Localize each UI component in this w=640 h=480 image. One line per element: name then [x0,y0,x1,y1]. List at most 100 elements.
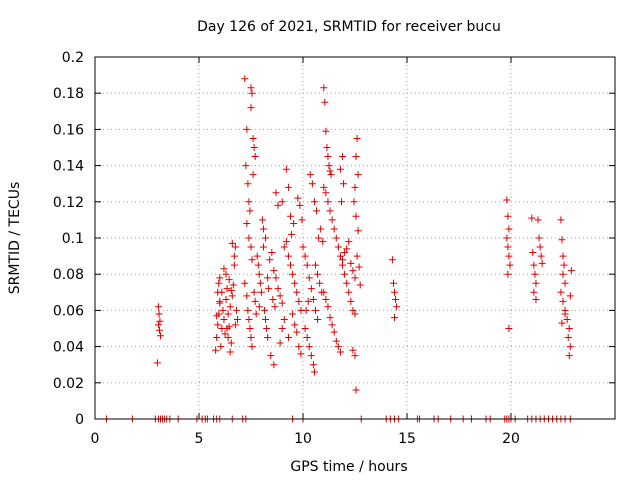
data-point [263,325,271,332]
data-point [295,297,303,305]
data-point [245,315,253,323]
data-point [230,261,238,269]
data-point [287,261,295,269]
data-point [215,279,223,287]
data-point [505,225,513,233]
data-point [245,234,253,242]
data-point [350,198,358,206]
data-point [223,285,231,293]
data-point [322,127,330,135]
data-point [220,265,228,273]
data-point [313,207,321,215]
data-point [528,214,536,222]
data-point [293,328,301,336]
data-point [272,189,280,197]
data-point [224,334,232,342]
y-tick-label: 0.14 [53,159,84,175]
data-point [243,292,251,300]
data-point [351,352,359,360]
data-point [288,230,296,238]
data-point [244,180,252,188]
data-point [326,207,334,215]
data-point [251,297,259,305]
data-point [270,361,278,369]
data-point [295,343,303,351]
data-point [228,239,236,247]
data-point [314,270,322,278]
data-point [506,261,514,269]
data-point [155,310,163,318]
data-point [334,243,342,251]
data-point [297,350,305,358]
data-point [326,167,334,175]
data-point [289,310,297,318]
data-point [353,252,361,260]
data-point [504,243,512,251]
data-point [327,171,335,179]
data-point [353,134,361,142]
data-point [505,252,513,260]
data-point [280,315,288,323]
x-tick-label: 20 [502,431,520,447]
data-point [266,256,274,264]
data-point [341,270,349,278]
data-point [529,248,537,256]
data-point [243,220,251,228]
data-point [318,288,326,296]
data-point [248,89,256,97]
data-point [280,243,288,251]
y-tick-label: 0.18 [53,86,84,102]
data-point [274,201,282,209]
data-point [352,153,360,161]
data-point [391,314,399,322]
data-point [222,270,230,278]
data-point [153,359,161,367]
data-point [531,270,539,278]
data-point [284,334,292,342]
data-point [250,144,258,151]
data-point [306,171,314,179]
data-point [267,352,275,360]
data-point [249,134,257,142]
data-point [268,248,276,256]
x-tick-label: 5 [195,431,204,447]
data-point [302,306,310,314]
data-point [351,274,359,282]
data-point [229,281,237,289]
data-point [303,261,311,269]
data-point [250,288,258,296]
data-point [216,274,224,282]
data-point [324,153,332,161]
data-point [246,325,254,332]
data-point [391,288,399,296]
data-point [270,267,278,275]
data-point [530,288,538,296]
data-point [349,306,357,314]
data-point [565,352,573,360]
data-point [298,216,306,224]
data-point [155,326,163,334]
y-tick-label: 0.06 [53,303,84,319]
data-point [349,267,357,275]
y-tick-label: 0.1 [62,231,84,247]
data-point [156,317,164,325]
data-point [242,162,250,170]
x-tick-label: 0 [91,431,100,447]
data-point [287,212,295,220]
x-tick-label: 10 [294,431,312,447]
data-point [316,279,324,287]
data-point [322,189,330,197]
data-point [389,279,397,287]
x-tick-label: 15 [398,431,416,447]
data-point [247,334,255,342]
data-point [154,303,162,311]
data-point [563,315,571,323]
data-point [339,256,347,264]
data-point [349,346,357,354]
y-tick-label: 0.12 [53,195,84,211]
data-point [249,171,257,179]
data-point [303,334,311,342]
data-point [503,234,511,242]
data-point [310,198,318,206]
